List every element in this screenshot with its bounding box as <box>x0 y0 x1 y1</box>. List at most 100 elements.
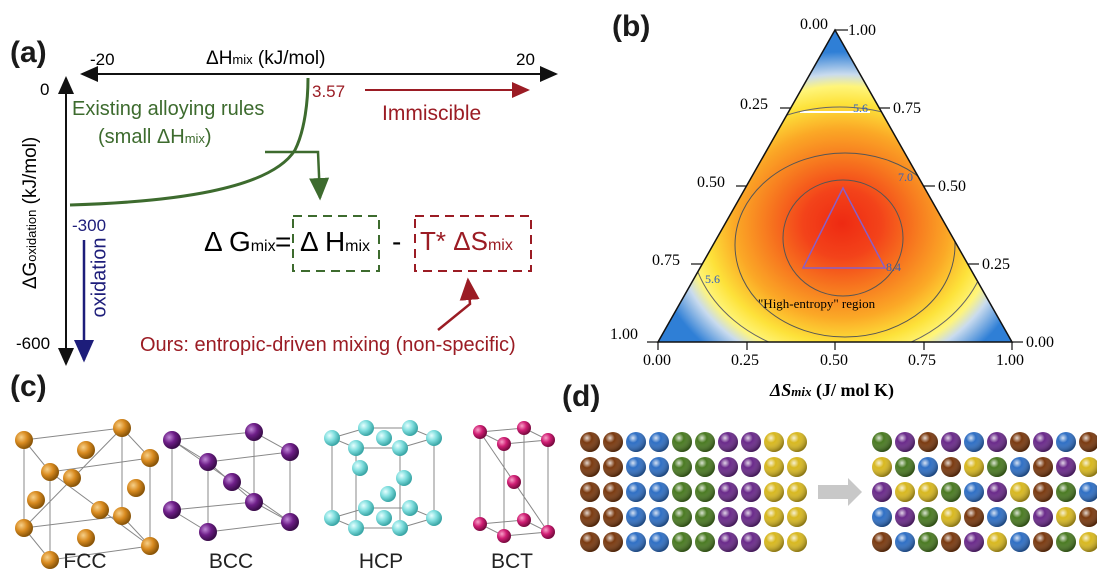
ordered-atom-shine <box>787 482 807 502</box>
ordered-atom-shine <box>718 432 738 452</box>
ordered-atom-shine <box>764 482 784 502</box>
bottom-tick-2: 0.50 <box>820 352 848 369</box>
existing-rules-line1: Existing alloying rules <box>72 98 265 120</box>
mixed-atom-shine <box>1056 482 1076 502</box>
mixed-atom-grid <box>872 432 1097 552</box>
mixed-atom-shine <box>872 432 892 452</box>
ordered-atom-shine <box>787 432 807 452</box>
x-axis-title: ΔHmix (kJ/mol) <box>206 48 326 69</box>
mixed-atom-shine <box>1010 532 1030 552</box>
ordered-atom-shine <box>787 457 807 477</box>
mixed-atom-shine <box>918 457 938 477</box>
y-tick-zero: 0 <box>40 80 50 99</box>
ordered-atom-shine <box>787 532 807 552</box>
ordered-atom-shine <box>672 532 692 552</box>
apex-right-label: 1.00 <box>848 22 876 39</box>
mixed-atom-shine <box>1079 482 1097 502</box>
ordered-atom-shine <box>741 457 761 477</box>
crystal-label-bcc: BCC <box>208 550 254 573</box>
existing-rules-curve <box>69 77 310 207</box>
contour-8-4 <box>782 179 904 297</box>
ordered-atom-shine <box>626 457 646 477</box>
mixed-atom-shine <box>987 457 1007 477</box>
ordered-atom-shine <box>695 507 715 527</box>
ordered-atom-shine <box>672 482 692 502</box>
mixed-atom-shine <box>918 532 938 552</box>
ordered-atom-shine <box>626 482 646 502</box>
mixed-atom-shine <box>872 482 892 502</box>
ordered-atom-grid <box>580 432 807 552</box>
mixed-atom-shine <box>895 432 915 452</box>
mixed-atom-shine <box>1010 432 1030 452</box>
bottom-tick-0: 0.00 <box>643 352 671 369</box>
left-tick-3: 1.00 <box>610 326 638 343</box>
mixed-atom-shine <box>941 432 961 452</box>
crystal-label-bct: BCT <box>491 550 533 573</box>
entropy-box <box>414 215 532 272</box>
ordered-atom-shine <box>649 457 669 477</box>
apex-left-label: 0.00 <box>800 16 828 33</box>
ordered-atom-shine <box>695 457 715 477</box>
ordered-atom-shine <box>695 482 715 502</box>
panel-a-graphics <box>58 66 558 366</box>
mixed-atom-shine <box>987 532 1007 552</box>
ordered-atom-shine <box>764 532 784 552</box>
mixed-atom-shine <box>918 507 938 527</box>
mixed-atom-shine <box>941 507 961 527</box>
mixed-atom-shine <box>1033 482 1053 502</box>
mixed-atom-shine <box>1010 507 1030 527</box>
mixed-atom-shine <box>941 457 961 477</box>
ordered-atom-shine <box>764 457 784 477</box>
ordered-atom-shine <box>580 432 600 452</box>
x-tick-right: 20 <box>516 50 535 69</box>
mixed-atom-shine <box>964 532 984 552</box>
ordered-atom-shine <box>580 532 600 552</box>
mixed-atom-shine <box>964 507 984 527</box>
mixed-atom-shine <box>918 482 938 502</box>
ordered-atom-shine <box>603 457 623 477</box>
ordered-atom-shine <box>695 432 715 452</box>
mixed-atom-shine <box>895 482 915 502</box>
bottom-tick-1: 0.25 <box>731 352 759 369</box>
ordered-atom-shine <box>672 457 692 477</box>
ordered-atom-shine <box>741 432 761 452</box>
ordered-atom-shine <box>787 507 807 527</box>
ordered-atom-shine <box>718 532 738 552</box>
ordered-atom-shine <box>649 482 669 502</box>
immiscible-label: Immiscible <box>382 102 482 125</box>
mixed-atom-shine <box>987 432 1007 452</box>
mixed-atom-shine <box>1056 457 1076 477</box>
ternary-heatmap <box>658 30 1012 342</box>
ternary-xlabel: ΔSmix (J/ mol K) <box>770 380 895 400</box>
mixed-atom-shine <box>1033 457 1053 477</box>
ordered-atom-shine <box>603 507 623 527</box>
ordered-atom-shine <box>580 507 600 527</box>
ordered-atom-shine <box>580 457 600 477</box>
ordered-atom-shine <box>741 532 761 552</box>
ordered-atom-shine <box>672 432 692 452</box>
right-tick-0: 0.75 <box>893 100 921 117</box>
mixed-atom-shine <box>872 507 892 527</box>
ordered-atom-shine <box>672 507 692 527</box>
ordered-atom-shine <box>649 532 669 552</box>
mixed-atom-shine <box>964 482 984 502</box>
ordered-atom-shine <box>718 457 738 477</box>
threshold-value: 3.57 <box>312 82 346 101</box>
mixed-atom-shine <box>895 457 915 477</box>
ordered-atom-shine <box>626 507 646 527</box>
mixed-atom-shine <box>1079 532 1097 552</box>
ordered-atom-shine <box>741 482 761 502</box>
panel-label-d: (d) <box>562 380 601 413</box>
existing-rules-line2: (small ΔHmix) <box>98 126 212 148</box>
mixed-atom-shine <box>964 432 984 452</box>
ours-arrow <box>437 277 480 331</box>
contour-7-0 <box>734 152 956 338</box>
ordered-atom-shine <box>764 507 784 527</box>
mixed-atom-shine <box>1033 432 1053 452</box>
mixed-atom-shine <box>1079 432 1097 452</box>
crystal-structures <box>15 419 555 569</box>
ordered-atom-shine <box>764 432 784 452</box>
right-tick-2: 0.25 <box>982 256 1010 273</box>
mixed-atom-shine <box>872 532 892 552</box>
